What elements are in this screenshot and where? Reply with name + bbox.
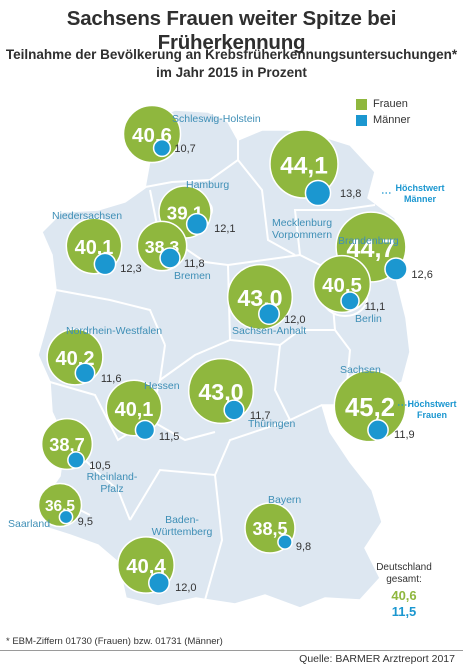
state-name-brandenburg: Brandenburg — [338, 235, 399, 247]
state-name-niedersachsen: Niedersachsen — [52, 210, 122, 222]
women-value-mecklenburg-vorpommern: 44,1 — [280, 153, 328, 180]
state-name-berlin: Berlin — [355, 313, 382, 325]
state-name-baden-württemberg-line-1: Baden- — [165, 514, 199, 526]
state-bubbles: 40,610,744,113,839,112,138,311,840,112,3… — [37, 104, 433, 594]
max-men-label-line-1: Höchstwert — [395, 183, 444, 193]
national-label-line-1: Deutschland — [376, 562, 432, 573]
women-value-bayern: 38,5 — [252, 519, 287, 539]
men-value-baden-württemberg: 12,0 — [175, 582, 196, 594]
men-bubble-thüringen — [223, 399, 245, 421]
men-bubble-brandenburg — [384, 257, 408, 281]
source-note: Quelle: BARMER Arztreport 2017 — [299, 653, 455, 665]
state-name-rheinland-pfalz-line-2: Pfalz — [100, 483, 123, 495]
men-bubble-hamburg — [185, 212, 209, 236]
men-bubble-sachsen-anhalt — [258, 303, 280, 325]
men-bubble-schleswig-holstein — [152, 138, 172, 158]
men-value-mecklenburg-vorpommern: 13,8 — [340, 188, 361, 200]
footer-divider — [0, 650, 463, 651]
subtitle-line-2: im Jahr 2015 in Prozent — [156, 65, 307, 80]
state-name-sachsen: Sachsen — [340, 364, 381, 376]
women-bubble-sachsen — [333, 369, 407, 443]
state-name-mecklenburg-vorpommern-line-2: Vorpommern — [272, 229, 332, 241]
state-name-hamburg: Hamburg — [186, 179, 229, 191]
men-value-brandenburg: 12,6 — [411, 269, 432, 281]
men-bubble-baden-württemberg — [148, 572, 170, 594]
men-value-sachsen: 11,9 — [394, 429, 415, 441]
state-name-bayern: Bayern — [268, 494, 301, 506]
women-value-rheinland-pfalz: 38,7 — [49, 434, 85, 455]
men-bubble-mecklenburg-vorpommern — [304, 179, 332, 207]
women-value-sachsen: 45,2 — [345, 394, 395, 422]
men-value-berlin: 11,1 — [365, 301, 386, 313]
national-value-women: 40,6 — [391, 588, 417, 603]
max-men-label-line-2: Männer — [404, 194, 437, 204]
men-bubble-berlin — [340, 291, 360, 311]
footnote: * EBM-Ziffern 01730 (Frauen) bzw. 01731 … — [6, 636, 223, 647]
men-value-hessen: 11,5 — [159, 431, 180, 443]
max-women-label-line-1: Höchstwert — [407, 399, 456, 409]
legend-label-men: Männer — [373, 114, 411, 126]
state-name-rheinland-pfalz-line-1: Rheinland- — [87, 471, 138, 483]
max-women-label-line-2: Frauen — [417, 410, 447, 420]
men-value-schleswig-holstein: 10,7 — [174, 143, 195, 155]
state-name-bremen: Bremen — [174, 270, 211, 282]
men-bubble-bremen — [159, 247, 181, 269]
men-bubble-saarland — [58, 509, 74, 525]
legend-item-women: Frauen — [356, 98, 408, 110]
men-value-niedersachsen: 12,3 — [120, 263, 141, 275]
men-bubble-sachsen — [367, 419, 389, 441]
men-bubble-nordrhein-westfalen — [74, 362, 96, 384]
legend-label-women: Frauen — [373, 98, 408, 110]
state-name-thüringen: Thüringen — [248, 418, 295, 430]
state-name-baden-württemberg-line-2: Württemberg — [152, 526, 213, 538]
subtitle-line-1: Teilnahme der Bevölkerung an Krebsfrüher… — [5, 47, 458, 62]
men-value-thüringen: 11,7 — [250, 410, 271, 422]
legend-swatch-women — [356, 98, 367, 110]
state-name-nordrhein-westfalen: Nordrhein-Westfalen — [66, 325, 162, 337]
women-value-berlin: 40,5 — [322, 275, 362, 297]
national-value-men: 11,5 — [391, 604, 417, 619]
national-label-line-2: gesamt: — [386, 574, 422, 585]
men-bubble-niedersachsen — [93, 252, 117, 276]
state-name-hessen: Hessen — [144, 380, 180, 392]
men-value-sachsen-anhalt: 12,0 — [284, 314, 305, 326]
women-value-hessen: 40,1 — [115, 399, 154, 421]
legend-swatch-men — [356, 114, 367, 126]
men-value-rheinland-pfalz: 10,5 — [89, 460, 110, 472]
state-name-mecklenburg-vorpommern-line-1: Mecklenburg — [272, 217, 332, 229]
state-name-saarland: Saarland — [8, 518, 50, 530]
men-bubble-bayern — [277, 534, 293, 550]
men-value-hamburg: 12,1 — [214, 223, 235, 235]
men-bubble-rheinland-pfalz — [67, 451, 85, 469]
men-value-nordrhein-westfalen: 11,6 — [101, 373, 122, 385]
state-name-schleswig-holstein: Schleswig-Holstein — [172, 113, 261, 125]
state-name-sachsen-anhalt: Sachsen-Anhalt — [232, 325, 306, 337]
men-bubble-hessen — [134, 419, 156, 441]
page-title: Sachsens Frauen weiter Spitze bei Früher… — [66, 7, 397, 54]
men-value-bayern: 9,8 — [296, 541, 311, 553]
men-value-bremen: 11,8 — [184, 258, 205, 270]
legend-item-men: Männer — [356, 114, 410, 126]
men-value-saarland: 9,5 — [78, 516, 93, 528]
